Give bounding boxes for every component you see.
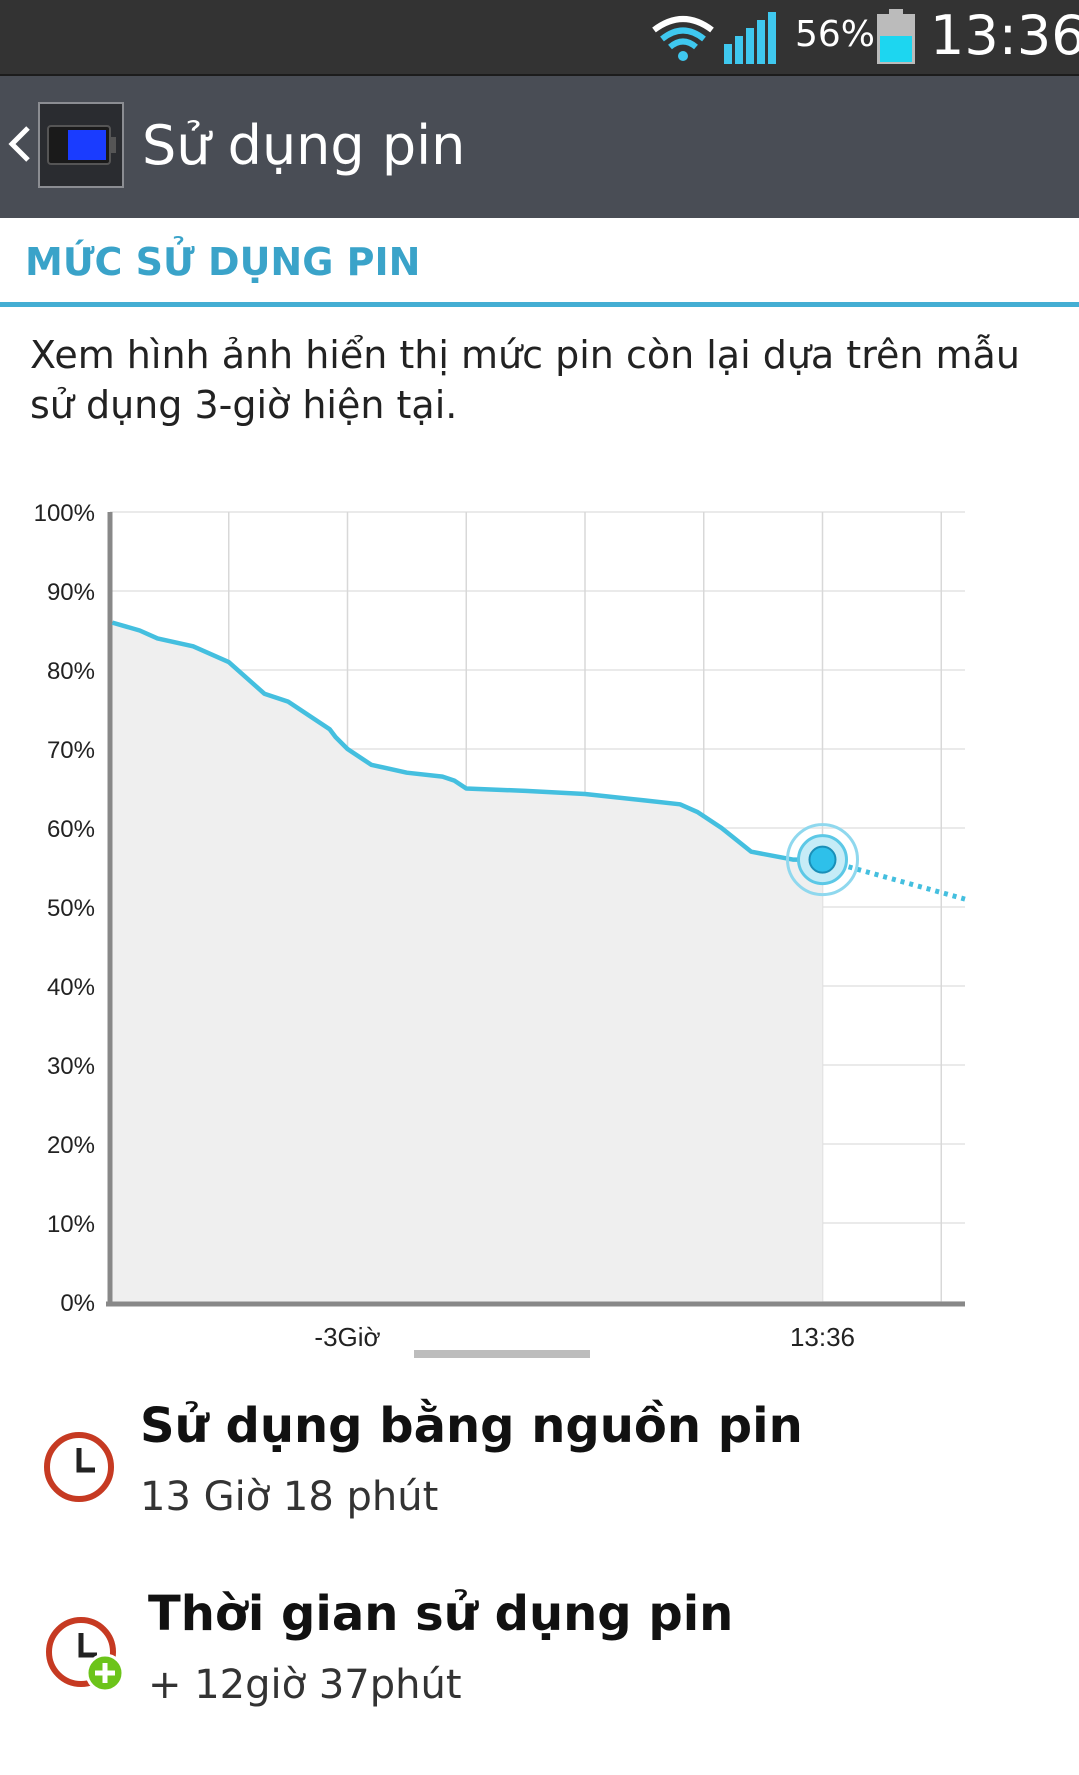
list-item-remaining-time[interactable]: Thời gian sử dụng pin + 12giờ 37phút <box>0 1578 1079 1718</box>
clock-icon <box>44 1432 114 1502</box>
x-tick-label: 13:36 <box>790 1322 855 1352</box>
x-tick-label: -3Giờ <box>314 1322 380 1352</box>
y-tick-label: 50% <box>47 895 95 922</box>
item-title: Thời gian sử dụng pin <box>148 1586 734 1642</box>
list-item-battery-usage[interactable]: Sử dụng bằng nguồn pin 13 Giờ 18 phút <box>0 1390 1079 1530</box>
battery-app-icon[interactable] <box>38 102 124 188</box>
item-title: Sử dụng bằng nguồn pin <box>140 1398 803 1454</box>
page-title: Sử dụng pin <box>142 114 466 177</box>
y-tick-label: 70% <box>47 737 95 764</box>
section-header: MỨC SỬ DỤNG PIN <box>25 240 421 284</box>
current-point-halo <box>786 823 859 897</box>
chart-scroll-indicator <box>414 1350 590 1358</box>
battery-percent: 56% <box>795 14 876 55</box>
y-tick-label: 30% <box>47 1053 95 1080</box>
series-line-projection <box>821 857 966 902</box>
y-tick-label: 0% <box>60 1290 95 1317</box>
y-tick-label: 40% <box>47 974 95 1001</box>
section-divider <box>0 302 1079 307</box>
signal-icon <box>724 12 776 64</box>
battery-level-chart: 100% 90% 80% 70% 60% 50% 40% 30% 20% 10% 0% -3Giờ 13… <box>34 500 966 1358</box>
status-bar: 56% 13:36 <box>0 0 1079 76</box>
section-description: Xem hình ảnh hiển thị mức pin còn lại dự… <box>30 333 1020 427</box>
clock-plus-icon <box>46 1617 125 1693</box>
y-tick-label: 60% <box>47 816 95 843</box>
y-tick-label: 10% <box>47 1211 95 1238</box>
current-point-marker <box>808 845 837 874</box>
item-subtitle: + 12giờ 37phút <box>148 1662 462 1708</box>
y-tick-label: 80% <box>47 658 95 685</box>
wifi-icon <box>652 16 714 61</box>
battery-icon <box>877 9 915 64</box>
item-subtitle: 13 Giờ 18 phút <box>140 1474 439 1520</box>
y-tick-label: 20% <box>47 1132 95 1159</box>
action-bar: Sử dụng pin <box>0 76 1079 218</box>
back-chevron-icon[interactable] <box>6 124 32 164</box>
series-line-actual <box>111 620 823 862</box>
clock-time: 13:36 <box>930 4 1079 67</box>
y-tick-label: 90% <box>47 579 95 606</box>
area-fill <box>112 622 823 1302</box>
y-tick-label: 100% <box>34 500 95 527</box>
